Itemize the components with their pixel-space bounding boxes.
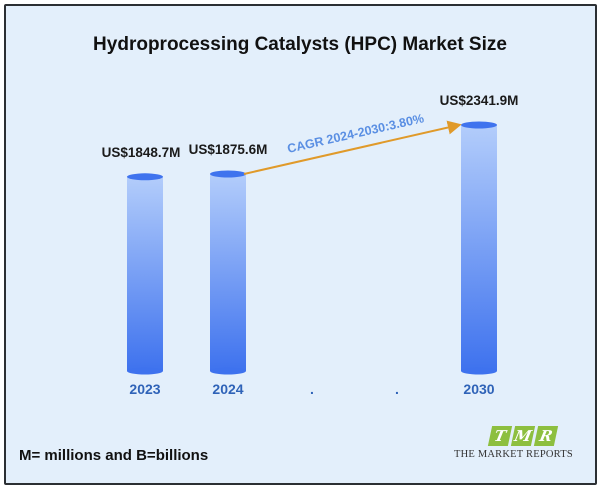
logo-letter-t: T: [487, 426, 513, 446]
tmr-logo: T M R THE MARKET REPORTS: [454, 426, 588, 460]
data-label-2023: US$1848.7M: [102, 145, 181, 160]
category-label-2024: 2024: [212, 381, 243, 397]
cagr-annotation: CAGR 2024-2030:3.80%: [243, 111, 462, 175]
bar-cap: [210, 170, 246, 178]
bar-base: [127, 367, 163, 375]
logo-letter-r: R: [533, 426, 559, 446]
bar-base: [461, 367, 497, 375]
bar-2024: [210, 170, 246, 375]
bars-layer: [127, 121, 497, 375]
category-label-gap-3: .: [395, 381, 399, 397]
bar-body: [461, 125, 497, 371]
category-label-2023: 2023: [129, 381, 160, 397]
bar-body: [210, 173, 246, 371]
bar-2030: [461, 121, 497, 375]
data-label-2030: US$2341.9M: [440, 93, 519, 108]
category-labels: 2023 2024.. 2030: [129, 381, 494, 397]
data-label-2024: US$1875.6M: [189, 142, 268, 157]
bar-cap: [461, 121, 497, 129]
chart-card: [4, 4, 597, 485]
logo-wordmark: THE MARKET REPORTS: [454, 449, 573, 460]
category-label-gap-2: .: [310, 381, 314, 397]
chart-title: Hydroprocessing Catalysts (HPC) Market S…: [93, 34, 507, 55]
bar-body: [127, 176, 163, 371]
bar-2023: [127, 173, 163, 375]
logo-letter-m: M: [510, 426, 536, 446]
cagr-arrow: [243, 120, 462, 175]
bar-base: [210, 367, 246, 375]
labels-layer: US$1848.7M US$1875.6M US$2341.9M: [102, 93, 519, 160]
logo-mark: T M R: [487, 426, 588, 446]
units-footnote: M= millions and B=billions: [19, 447, 209, 464]
bar-cap: [127, 173, 163, 181]
category-label-2030: 2030: [463, 381, 494, 397]
